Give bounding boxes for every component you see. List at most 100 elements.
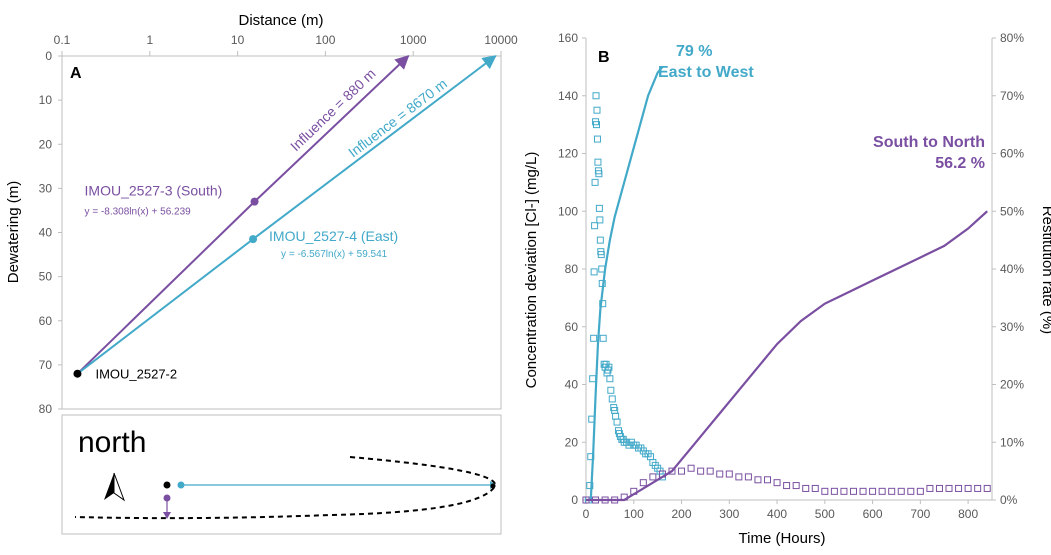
panel-b-x-tick-label: 700 — [910, 507, 930, 521]
series-label-east: IMOU_2527-4 (East) — [269, 228, 398, 244]
influence-ellipse-outline — [74, 456, 497, 520]
panel-a-inset-schematic: north — [61, 414, 502, 535]
concentration-point — [840, 487, 848, 495]
inset-east-well — [177, 481, 185, 489]
panel-b-x-tick-label: 200 — [672, 507, 692, 521]
panel-a-x-axis-title: Distance (m) — [238, 12, 323, 29]
concentration-point — [595, 170, 603, 178]
panel-b-y2-tick-label: 40% — [1000, 262, 1024, 276]
concentration-point — [783, 482, 791, 490]
panel-a-x-tick-label: 0.1 — [54, 33, 71, 47]
origin-well-label: IMOU_2527-2 — [95, 367, 177, 382]
concentration-point — [606, 375, 614, 383]
concentration-point — [649, 473, 657, 481]
panel-a-y-tick-label: 60 — [39, 314, 53, 328]
concentration-point — [605, 363, 613, 371]
concentration-point — [589, 375, 597, 383]
concentration-point — [706, 467, 714, 475]
concentration-point — [591, 178, 599, 186]
panel-b-restitution-lines — [586, 66, 988, 502]
concentration-point — [591, 222, 599, 230]
concentration-point — [735, 473, 743, 481]
panel-a-y-tick-label: 50 — [39, 270, 53, 284]
concentration-point — [639, 479, 647, 487]
concentration-point — [593, 106, 601, 114]
panel-a-y-axis-title: Dewatering (m) — [5, 181, 22, 284]
concentration-point — [687, 464, 695, 472]
panel-a-y-tick-label: 30 — [39, 181, 53, 195]
panel-b-y-ticks: 0 20 40 60 80 100 120 140 160 — [558, 31, 586, 507]
concentration-point — [926, 484, 934, 492]
panel-a-observation-well-point — [249, 235, 258, 244]
concentration-point — [888, 487, 896, 495]
concentration-point — [754, 476, 762, 484]
concentration-point — [897, 487, 905, 495]
concentration-point — [859, 487, 867, 495]
panel-b-x-tick-label: 600 — [863, 507, 883, 521]
panel-a-chart: A Distance (m) Dewatering (m) 0.1 1 10 100 1… — [5, 12, 518, 416]
concentration-point — [916, 487, 924, 495]
series-label-south: IMOU_2527-3 (South) — [85, 183, 223, 199]
concentration-point — [597, 251, 605, 259]
concentration-point — [594, 158, 602, 166]
inset-frame — [61, 414, 502, 535]
inset-origin-well — [163, 481, 171, 489]
concentration-point — [595, 204, 603, 212]
concentration-point — [802, 484, 810, 492]
panel-b-y-tick-label: 80 — [565, 262, 579, 276]
concentration-point — [599, 300, 607, 308]
panel-b-y-tick-label: 140 — [558, 89, 578, 103]
equation-south: y = -8.308ln(x) + 56.239 — [85, 207, 192, 218]
panel-b-y2-tick-label: 80% — [1000, 31, 1024, 45]
panel-a-origin-point — [73, 369, 82, 378]
concentration-point — [821, 487, 829, 495]
annotation-east-to-west: East to West — [658, 64, 754, 81]
concentration-point — [773, 479, 781, 487]
concentration-point — [608, 395, 616, 403]
annotation-south-percent: 56.2 % — [935, 155, 985, 172]
panel-b-concentration-points — [582, 92, 991, 504]
panel-b-x-tick-label: 400 — [767, 507, 787, 521]
panel-a-label: A — [70, 65, 82, 82]
concentration-point — [725, 470, 733, 478]
concentration-point — [716, 470, 724, 478]
concentration-point — [599, 334, 607, 342]
concentration-point — [955, 484, 963, 492]
concentration-point — [613, 418, 621, 426]
panel-a-x-tick-label: 10 — [231, 33, 245, 47]
concentration-point — [697, 467, 705, 475]
equation-east: y = -6.567ln(x) + 59.541 — [281, 249, 388, 260]
panel-b-y-tick-label: 160 — [558, 31, 578, 45]
concentration-point — [830, 487, 838, 495]
panel-b-y2-tick-label: 50% — [1000, 204, 1024, 218]
panel-b-y-axis-title: Concentration deviation [Cl-] (mg/L) — [523, 152, 540, 389]
panel-a-x-tick-label: 1 — [146, 33, 153, 47]
panel-b-x-tick-label: 100 — [624, 507, 644, 521]
concentration-point — [878, 487, 886, 495]
concentration-point — [964, 484, 972, 492]
panel-a-y-ticks: 0 10 20 30 40 50 60 70 80 — [39, 49, 62, 416]
annotation-east-percent: 79 % — [676, 43, 712, 60]
panel-b-y-tick-label: 0 — [571, 493, 578, 507]
panel-b-y-tick-label: 20 — [565, 435, 579, 449]
panel-a-x-ticks: 0.1 1 10 100 1000 10000 — [54, 33, 518, 56]
inset-east-end-point — [490, 483, 496, 489]
concentration-point — [811, 484, 819, 492]
concentration-point — [593, 135, 601, 143]
panel-a-x-tick-label: 100 — [315, 33, 335, 47]
concentration-point — [590, 268, 598, 276]
panel-a-observation-well-point — [250, 197, 259, 206]
panel-b-x-axis-title: Time (Hours) — [739, 530, 826, 547]
panel-b-y2-tick-label: 30% — [1000, 320, 1024, 334]
inset-south-arrowhead — [163, 512, 171, 519]
panel-a-x-tick-label: 1000 — [400, 33, 427, 47]
concentration-point — [792, 482, 800, 490]
panel-b-chart: B Time (Hours) Concentration deviation [… — [523, 31, 1051, 547]
panel-a-y-tick-label: 10 — [39, 93, 53, 107]
concentration-point — [869, 487, 877, 495]
panel-a-y-tick-label: 80 — [39, 402, 53, 416]
panel-a-y-tick-label: 20 — [39, 137, 53, 151]
north-label: north — [78, 426, 146, 459]
